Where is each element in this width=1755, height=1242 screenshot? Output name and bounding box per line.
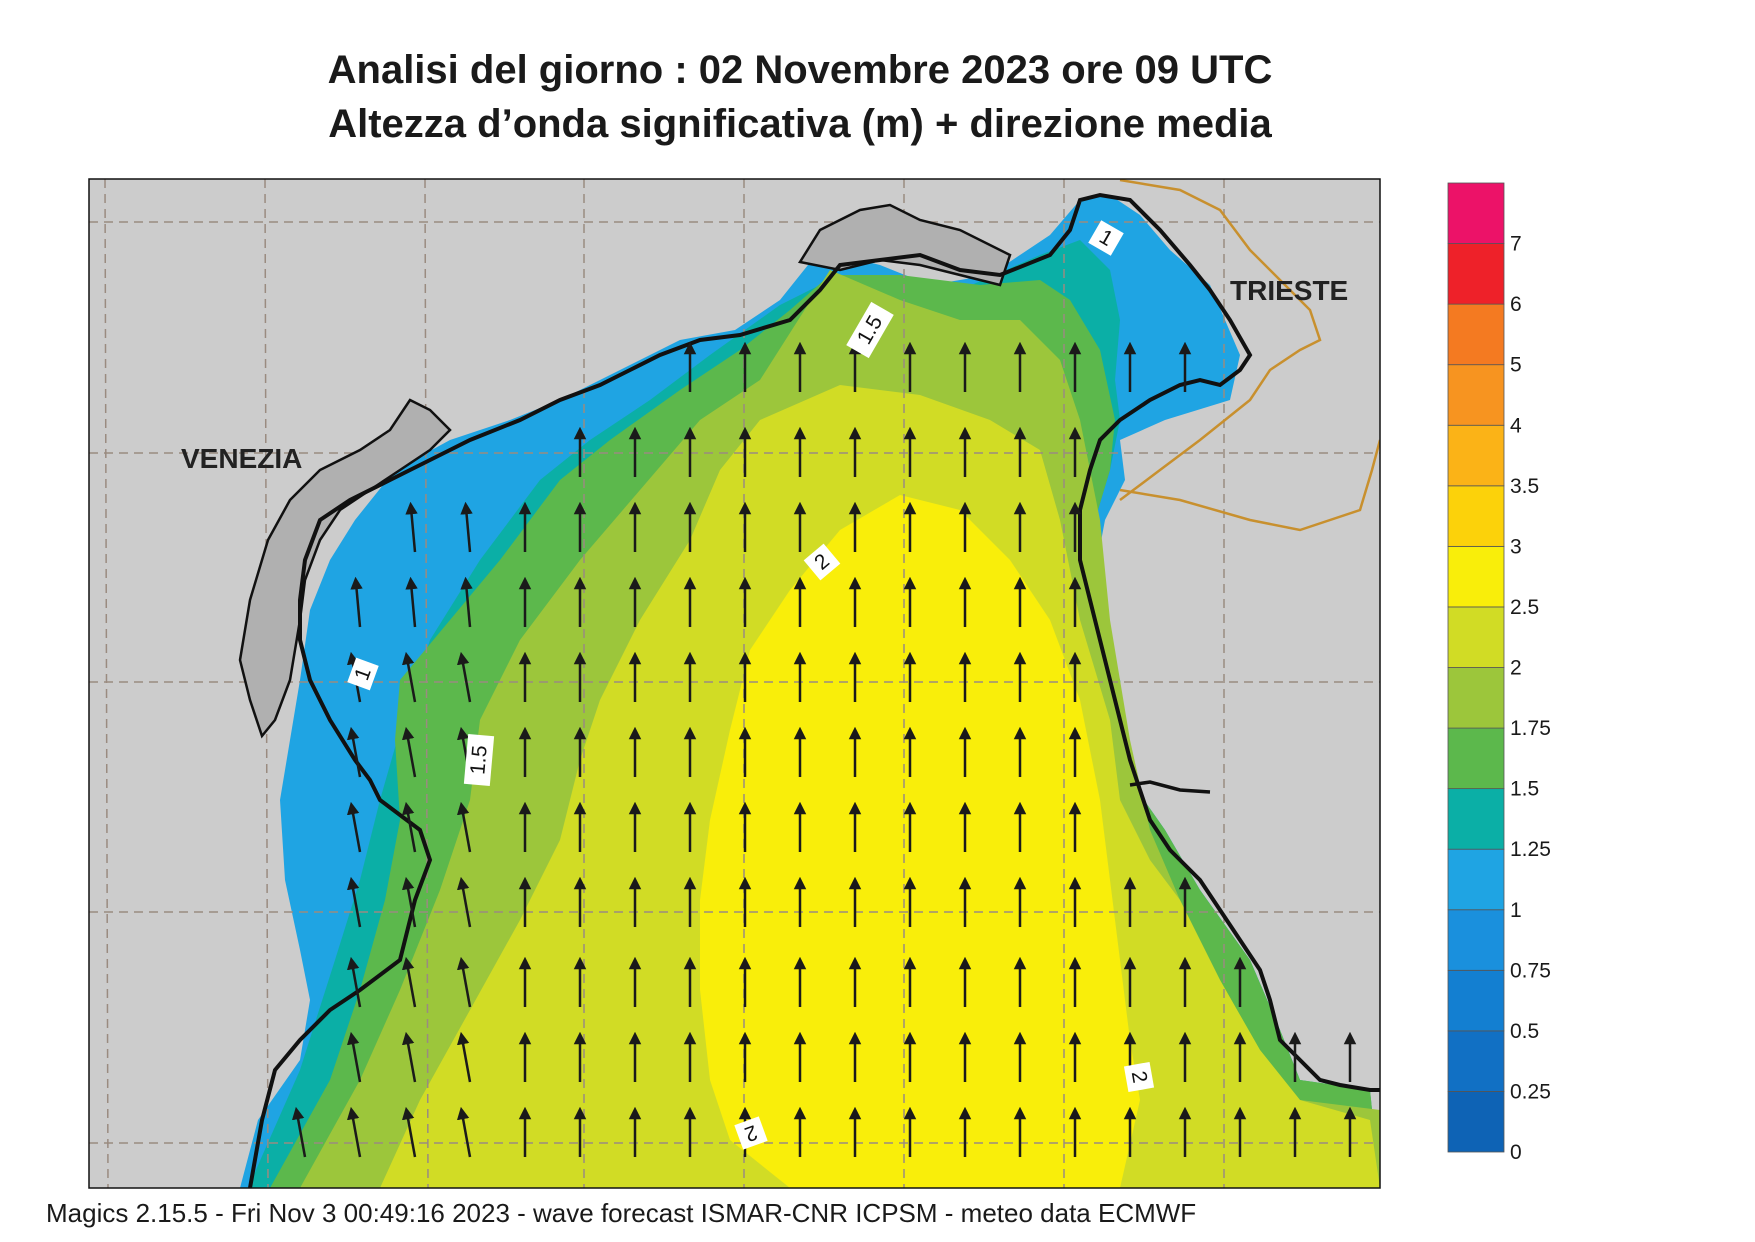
wave-direction-arrow [291, 1106, 307, 1158]
city-label-trieste: TRIESTE [1230, 275, 1348, 306]
contour-label: 1.5 [466, 744, 491, 775]
colorbar-tick-label: 7 [1510, 233, 1522, 256]
wave-direction-arrow [460, 576, 473, 628]
wave-direction-arrow [401, 1031, 417, 1083]
colorbar-swatch [1447, 848, 1505, 911]
wave-direction-arrow [405, 576, 418, 628]
lagoon-land [238, 398, 452, 739]
map-title: Analisi del giorno : 02 Novembre 2023 or… [327, 48, 1273, 92]
colorbar-swatch [1447, 243, 1505, 305]
colorbar-tick-label: 4 [1510, 414, 1522, 437]
colorbar-swatch [1447, 1091, 1505, 1153]
wave-direction-arrow [346, 726, 362, 778]
colorbar-swatch [1447, 303, 1505, 366]
border-line-2 [1119, 439, 1380, 532]
colorbar-swatch [1447, 788, 1505, 850]
colorbar-tick-label: 1.25 [1510, 838, 1551, 861]
wave-direction-arrows [291, 341, 1357, 1158]
wave-direction-arrow [401, 1106, 417, 1158]
wave-direction-arrow [405, 501, 418, 553]
contour-label: 2 [1127, 1069, 1152, 1085]
wave-direction-arrow [456, 1106, 472, 1158]
colorbar-swatch [1447, 606, 1505, 668]
colorbar-tick-label: 0.75 [1510, 959, 1551, 982]
colorbar-tick-label: 1 [1510, 899, 1522, 922]
coastline [248, 192, 1380, 1188]
wave-direction-arrow [346, 876, 362, 928]
colorbar: 0 0.25 0.5 0.75 1 1.25 1.5 1.75 2 2.5 3 3.5 4 5 6 7 [1447, 182, 1551, 1164]
colorbar-swatch [1447, 545, 1505, 608]
colorbar-tick-label: 3.5 [1510, 475, 1539, 498]
wave-direction-arrow [401, 801, 417, 853]
colorbar-tick-label: 6 [1510, 293, 1522, 316]
colorbar-swatch [1447, 424, 1505, 487]
wave-direction-arrow [401, 726, 417, 778]
contour-labels: 1 1.5 2 1 1.5 2 2 [347, 220, 1155, 1150]
wave-direction-arrow [346, 1106, 362, 1158]
border-line [1119, 179, 1322, 501]
colorbar-swatch [1447, 182, 1505, 244]
city-label-venezia: VENEZIA [181, 443, 302, 474]
colorbar-swatch [1447, 364, 1505, 426]
wave-direction-arrow [401, 651, 417, 703]
wave-direction-arrow [456, 801, 472, 853]
colorbar-tick-label: 2.5 [1510, 596, 1539, 619]
colorbar-tick-label: 0.25 [1510, 1080, 1551, 1103]
plot-frame [88, 178, 1381, 1189]
wave-direction-arrow [346, 801, 362, 853]
colorbar-swatch [1447, 1030, 1505, 1092]
colorbar-swatch [1447, 969, 1505, 1032]
colorbar-tick-label: 5 [1510, 354, 1522, 377]
colorbar-swatch [1447, 727, 1505, 790]
wave-direction-arrow [460, 501, 473, 553]
wave-direction-arrow [401, 876, 417, 928]
wave-direction-arrow [346, 956, 362, 1008]
colorbar-tick-label: 2 [1510, 657, 1522, 680]
wave-direction-arrow [456, 1031, 472, 1083]
wave-direction-arrow [401, 956, 417, 1008]
wave-direction-arrow [346, 1031, 362, 1083]
colorbar-swatch [1447, 485, 1505, 547]
footer-credits: Magics 2.15.5 - Fri Nov 3 00:49:16 2023 … [46, 1198, 1197, 1228]
colorbar-tick-label: 0.5 [1510, 1020, 1539, 1043]
colorbar-tick-label: 1.5 [1510, 778, 1539, 801]
wave-direction-arrow [456, 956, 472, 1008]
istria-peninsula [1129, 780, 1211, 794]
wave-direction-arrow [456, 651, 472, 703]
map-subtitle: Altezza d’onda significativa (m) + direz… [328, 102, 1272, 146]
wave-direction-arrow [456, 876, 472, 928]
colorbar-swatch [1447, 667, 1505, 729]
wave-direction-arrow [350, 576, 363, 628]
colorbar-tick-label: 1.75 [1510, 717, 1551, 740]
colorbar-swatch [1447, 909, 1505, 971]
sea-band-2.5 [700, 495, 1140, 1188]
colorbar-tick-label: 3 [1510, 535, 1522, 558]
colorbar-tick-label: 0 [1510, 1141, 1522, 1164]
